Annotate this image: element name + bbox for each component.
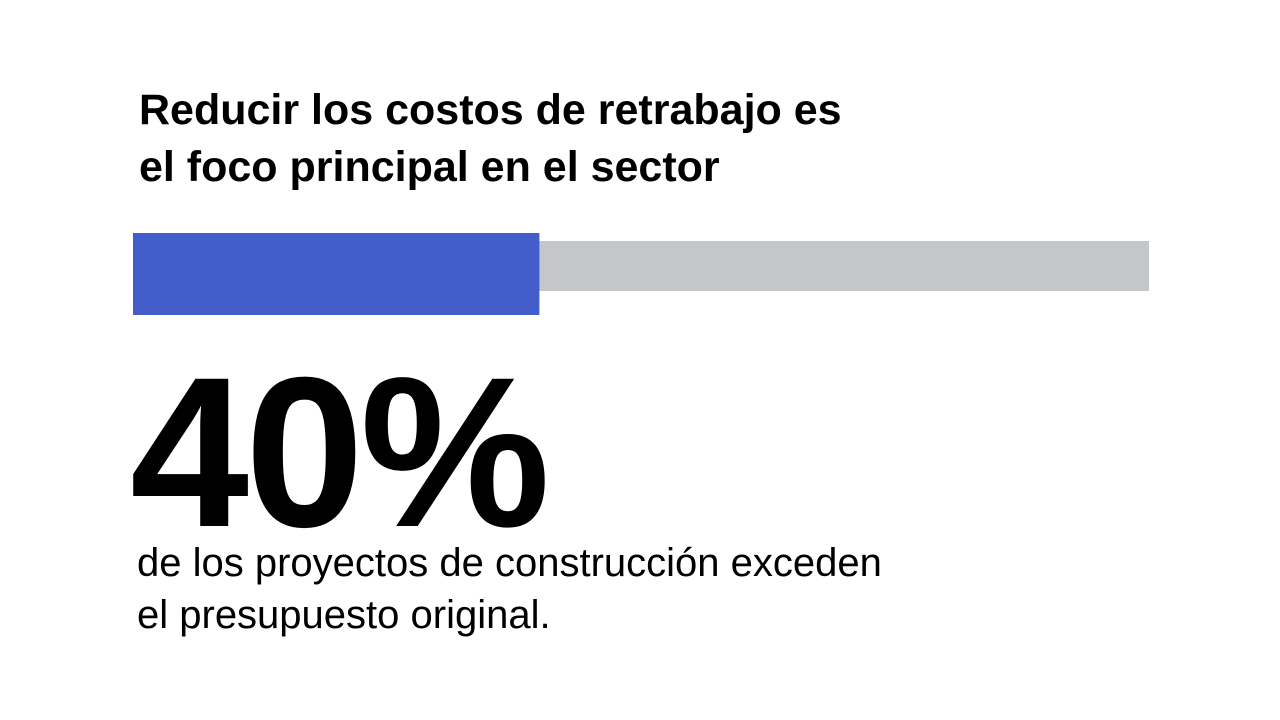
title-line: Reducir los costos de retrabajo es xyxy=(139,86,842,134)
subtitle-line: de los proyectos de construcción exceden xyxy=(137,541,882,585)
big-number: 40% xyxy=(130,333,546,572)
progress-bar xyxy=(133,233,540,315)
subtitle-line: el presupuesto original. xyxy=(137,593,551,637)
title-line: el foco principal en el sector xyxy=(139,143,720,191)
